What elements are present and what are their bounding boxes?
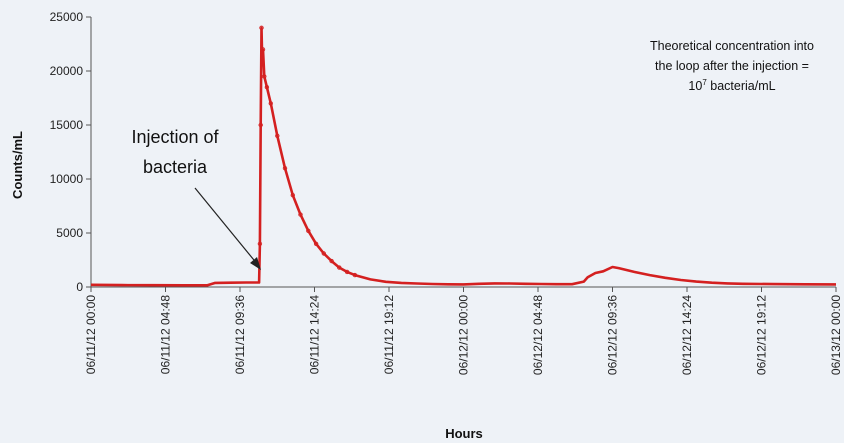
data-point: [337, 265, 342, 270]
injection-annotation: Injection of bacteria: [131, 127, 261, 270]
data-point: [306, 228, 311, 233]
data-point: [282, 165, 288, 171]
x-tick-label: 06/12/12 19:12: [755, 295, 769, 375]
data-point: [290, 192, 295, 198]
data-point: [260, 58, 265, 63]
data-point: [268, 101, 273, 106]
injection-annotation-line2: bacteria: [143, 157, 208, 177]
x-axis: 06/11/12 00:00 06/11/12 04:48 06/11/12 09:…: [84, 286, 843, 375]
data-point: [262, 74, 267, 79]
series-line: [90, 26, 837, 287]
data-point: [313, 241, 319, 246]
x-tick-label: 06/13/12 00:00: [829, 295, 843, 375]
y-tick-label: 0: [76, 280, 83, 294]
injection-arrow: [194, 187, 259, 266]
y-tick-label: 5000: [56, 226, 83, 240]
x-tick-label: 06/11/12 19:12: [382, 295, 396, 375]
x-tick-label: 06/11/12 00:00: [84, 295, 98, 375]
theoretical-annotation-line2: the loop after the injection =: [655, 59, 809, 73]
data-point: [298, 212, 303, 217]
x-axis-title: Hours: [445, 426, 483, 441]
x-tick-label: 06/12/12 09:36: [606, 295, 620, 375]
theoretical-annotation-base: 10: [688, 79, 702, 93]
x-tick-label: 06/12/12 04:48: [531, 295, 545, 375]
y-axis-title: Counts/mL: [10, 131, 25, 199]
data-point: [259, 25, 264, 30]
data-point: [321, 251, 326, 256]
data-point: [257, 241, 263, 246]
data-point: [258, 122, 263, 128]
injection-arrowhead: [250, 257, 261, 270]
x-tick-label: 06/11/12 14:24: [308, 295, 322, 375]
data-point: [260, 47, 266, 52]
y-tick-label: 15000: [50, 118, 84, 132]
y-tick-label: 25000: [50, 10, 84, 24]
x-tick-label: 06/12/12 14:24: [680, 295, 694, 375]
data-point: [275, 133, 280, 138]
series-layer: [90, 25, 837, 287]
injection-annotation-line1: Injection of: [131, 127, 219, 147]
theoretical-annotation-exponent: 7: [702, 78, 707, 87]
y-tick-label: 10000: [50, 172, 84, 186]
theoretical-annotation-unit: bacteria/mL: [707, 79, 776, 93]
x-tick-label: 06/12/12 00:00: [457, 295, 471, 375]
x-tick-label: 06/11/12 04:48: [159, 295, 173, 375]
x-tick-label: 06/11/12 09:36: [233, 295, 247, 375]
y-tick-label: 20000: [50, 64, 84, 78]
theoretical-annotation-line3: 107 bacteria/mL: [688, 78, 775, 93]
data-point: [264, 84, 270, 90]
data-point: [352, 272, 358, 278]
theoretical-annotation-line1: Theoretical concentration into: [650, 39, 814, 53]
data-point: [344, 269, 350, 275]
y-axis: 0 5000 10000 15000 20000 25000: [50, 10, 92, 294]
data-point: [329, 258, 334, 264]
theoretical-annotation: Theoretical concentration into the loop …: [650, 39, 814, 93]
